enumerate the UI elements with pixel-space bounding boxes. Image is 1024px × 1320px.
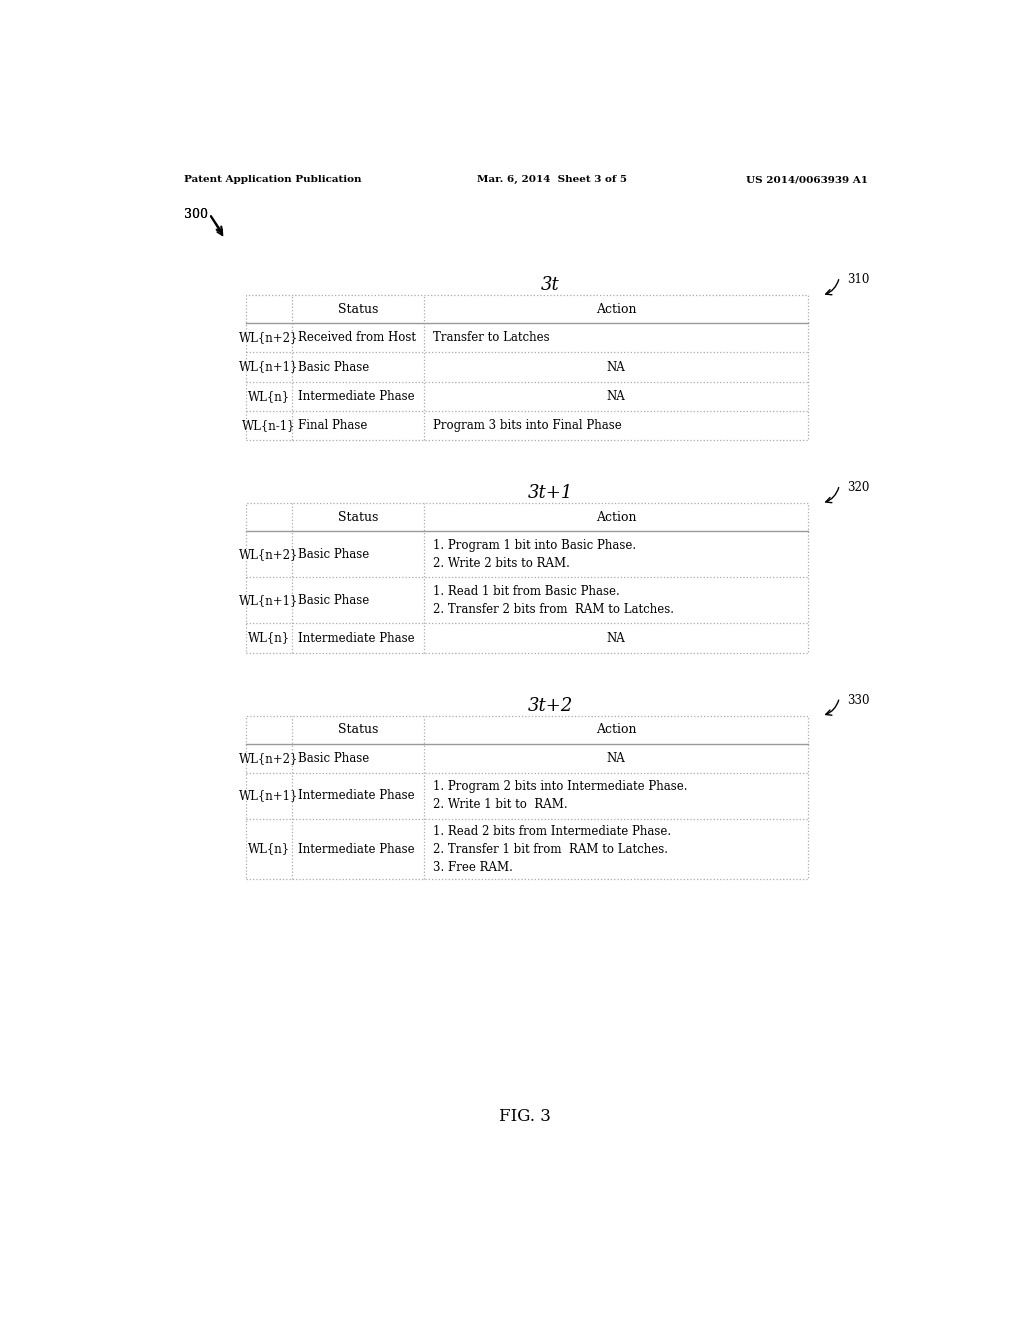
Text: 300: 300 xyxy=(183,209,208,222)
Text: 1. Program 1 bit into Basic Phase.
2. Write 2 bits to RAM.: 1. Program 1 bit into Basic Phase. 2. Wr… xyxy=(433,539,637,570)
Text: WL{n}: WL{n} xyxy=(248,842,290,855)
Text: Final Phase: Final Phase xyxy=(298,418,367,432)
Text: Transfer to Latches: Transfer to Latches xyxy=(433,331,550,345)
Text: FIG. 3: FIG. 3 xyxy=(499,1107,551,1125)
Text: NA: NA xyxy=(607,389,626,403)
Text: Basic Phase: Basic Phase xyxy=(298,360,369,374)
Text: 3t+1: 3t+1 xyxy=(527,484,573,502)
Text: WL{n-1}: WL{n-1} xyxy=(243,418,296,432)
Text: WL{n}: WL{n} xyxy=(248,389,290,403)
Text: WL{n+2}: WL{n+2} xyxy=(240,331,299,345)
Text: WL{n+1}: WL{n+1} xyxy=(240,360,299,374)
Text: Action: Action xyxy=(596,511,637,524)
Text: Intermediate Phase: Intermediate Phase xyxy=(298,631,415,644)
Text: Intermediate Phase: Intermediate Phase xyxy=(298,389,415,403)
Text: 300: 300 xyxy=(183,209,208,222)
Text: Status: Status xyxy=(338,302,378,315)
Text: Basic Phase: Basic Phase xyxy=(298,548,369,561)
Text: WL{n+1}: WL{n+1} xyxy=(240,594,299,607)
Text: 320: 320 xyxy=(847,480,869,494)
Text: Action: Action xyxy=(596,723,637,737)
Text: Status: Status xyxy=(338,511,378,524)
Text: NA: NA xyxy=(607,631,626,644)
Text: Mar. 6, 2014  Sheet 3 of 5: Mar. 6, 2014 Sheet 3 of 5 xyxy=(477,176,627,185)
Text: 310: 310 xyxy=(847,273,869,286)
Text: Intermediate Phase: Intermediate Phase xyxy=(298,789,415,803)
Text: Action: Action xyxy=(596,302,637,315)
Text: 3t+2: 3t+2 xyxy=(527,697,573,714)
Bar xyxy=(246,296,809,441)
Text: Received from Host: Received from Host xyxy=(298,331,416,345)
Text: 1. Read 2 bits from Intermediate Phase.
2. Transfer 1 bit from  RAM to Latches.
: 1. Read 2 bits from Intermediate Phase. … xyxy=(433,825,672,874)
Text: Intermediate Phase: Intermediate Phase xyxy=(298,842,415,855)
Text: Program 3 bits into Final Phase: Program 3 bits into Final Phase xyxy=(433,418,623,432)
Text: Status: Status xyxy=(338,723,378,737)
Text: NA: NA xyxy=(607,360,626,374)
Text: 1. Read 1 bit from Basic Phase.
2. Transfer 2 bits from  RAM to Latches.: 1. Read 1 bit from Basic Phase. 2. Trans… xyxy=(433,585,675,616)
Text: 3t: 3t xyxy=(541,276,560,294)
Text: WL{n+2}: WL{n+2} xyxy=(240,548,299,561)
Text: WL{n+2}: WL{n+2} xyxy=(240,751,299,764)
Bar xyxy=(246,715,809,879)
Text: Basic Phase: Basic Phase xyxy=(298,594,369,607)
Text: US 2014/0063939 A1: US 2014/0063939 A1 xyxy=(746,176,868,185)
Text: 1. Program 2 bits into Intermediate Phase.
2. Write 1 bit to  RAM.: 1. Program 2 bits into Intermediate Phas… xyxy=(433,780,688,812)
Text: WL{n}: WL{n} xyxy=(248,631,290,644)
Text: NA: NA xyxy=(607,751,626,764)
Text: Basic Phase: Basic Phase xyxy=(298,751,369,764)
Text: WL{n+1}: WL{n+1} xyxy=(240,789,299,803)
Text: Patent Application Publication: Patent Application Publication xyxy=(183,176,361,185)
Text: 330: 330 xyxy=(847,693,869,706)
Bar xyxy=(246,503,809,653)
